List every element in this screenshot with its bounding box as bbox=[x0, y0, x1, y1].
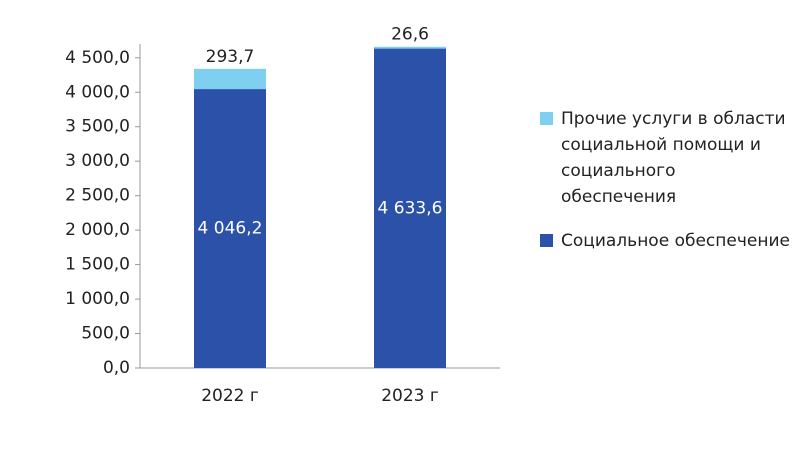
y-tick-label: 2 500,0 bbox=[65, 186, 130, 206]
value-label: 4 046,2 bbox=[198, 219, 263, 239]
y-tick-label: 0,0 bbox=[103, 358, 130, 378]
x-tick-label: 2023 г bbox=[381, 386, 439, 406]
y-tick-label: 500,0 bbox=[81, 324, 130, 344]
y-tick-label: 4 000,0 bbox=[65, 82, 130, 102]
y-tick-label: 1 500,0 bbox=[65, 255, 130, 275]
x-tick-label: 2022 г bbox=[201, 386, 259, 406]
y-tick-label: 2 000,0 bbox=[65, 220, 130, 240]
legend-swatch bbox=[540, 112, 553, 125]
bar-segment bbox=[374, 46, 446, 49]
value-label: 293,7 bbox=[206, 47, 255, 67]
y-tick-label: 3 000,0 bbox=[65, 151, 130, 171]
y-tick-label: 1 000,0 bbox=[65, 289, 130, 309]
value-label: 4 633,6 bbox=[378, 198, 443, 218]
legend-item: Прочие услуги в области социальной помощ… bbox=[540, 106, 790, 210]
bar-segment bbox=[374, 48, 446, 368]
y-tick-label: 3 500,0 bbox=[65, 117, 130, 137]
legend-item: Социальное обеспечение bbox=[540, 228, 790, 254]
legend-label: Социальное обеспечение bbox=[561, 231, 790, 251]
legend-swatch bbox=[540, 234, 553, 247]
value-label: 26,6 bbox=[391, 25, 429, 45]
bar-segment bbox=[194, 68, 266, 90]
y-tick-label: 4 500,0 bbox=[65, 48, 130, 68]
legend-label: Прочие услуги в области социальной помощ… bbox=[561, 109, 786, 207]
bar-segment bbox=[194, 89, 266, 368]
